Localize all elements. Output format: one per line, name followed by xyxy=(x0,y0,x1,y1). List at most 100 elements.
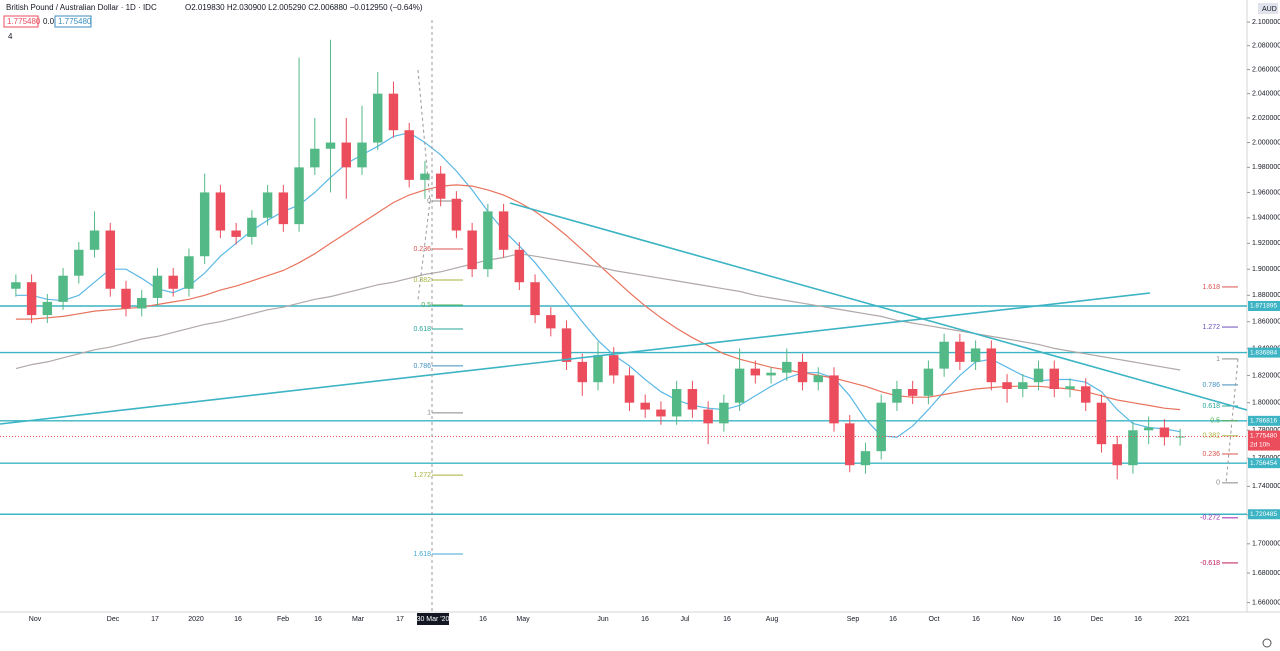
x-tick-label: 16 xyxy=(641,616,649,623)
price-line-label: 1.786816 xyxy=(1250,418,1277,425)
candle-body xyxy=(341,142,351,168)
candle-body xyxy=(325,142,336,149)
candle-body xyxy=(262,192,273,218)
x-tick-label: 16 xyxy=(889,616,897,623)
y-tick-label: 1.940000 xyxy=(1252,215,1280,222)
indicator-value: 0.0 xyxy=(43,17,55,26)
candle-body xyxy=(1018,382,1028,390)
price-line-box xyxy=(1248,300,1280,311)
fib-label: 0.382 xyxy=(1202,433,1220,440)
candle-body xyxy=(687,389,698,410)
y-tick-label: 2.040000 xyxy=(1252,90,1280,97)
candle-body xyxy=(1033,368,1044,383)
y-tick-label: 1.740000 xyxy=(1252,483,1280,490)
fib-label: 0.786 xyxy=(1202,382,1220,389)
x-tick-label: 17 xyxy=(396,616,404,623)
indicator-box xyxy=(3,15,39,28)
settings-icon[interactable] xyxy=(1262,638,1272,648)
fib-label: 1.618 xyxy=(1202,284,1220,291)
fib-label: -0.272 xyxy=(1200,515,1220,522)
candle-body xyxy=(184,256,194,289)
fib-trend xyxy=(417,69,431,202)
x-tick-label: 16 xyxy=(314,616,322,623)
indicator-value: 1.775480 xyxy=(58,17,92,26)
candle-body xyxy=(373,93,383,143)
candle-body xyxy=(546,315,556,329)
ohlc-header: O2.019830 H2.030900 L2.005290 C2.006880 … xyxy=(185,3,423,12)
countdown-label: 2d 10h xyxy=(1250,441,1270,448)
last-price-box xyxy=(1248,430,1280,451)
candle-body xyxy=(137,297,147,309)
candle-body xyxy=(1002,382,1012,390)
candle-body xyxy=(797,361,808,383)
price-line-label: 1.756454 xyxy=(1250,460,1277,467)
candle-body xyxy=(58,275,68,302)
candle-body xyxy=(357,142,367,168)
y-tick-label: 1.880000 xyxy=(1252,292,1280,299)
moving-average xyxy=(15,132,1181,438)
candle-body xyxy=(530,282,540,316)
indicator-box xyxy=(54,15,92,28)
candle-body xyxy=(561,328,572,362)
x-tick-label: Jul xyxy=(681,616,690,623)
fib-label: 1.272 xyxy=(1202,324,1220,331)
candle-body xyxy=(734,368,745,403)
candle-body xyxy=(121,288,131,309)
x-tick-label: 2021 xyxy=(1174,616,1190,623)
fib-label: 0.618 xyxy=(1202,403,1220,410)
price-line-label: 1.836884 xyxy=(1250,349,1277,356)
currency-box xyxy=(1258,3,1278,14)
fib-label: 1.272 xyxy=(413,472,431,479)
candle-body xyxy=(388,93,399,131)
x-tick-label: 16 xyxy=(1134,616,1142,623)
candle-body xyxy=(404,130,414,180)
crosshair-label: 30 Mar '20 xyxy=(417,616,450,623)
y-tick-label: 1.800000 xyxy=(1252,400,1280,407)
candle-body xyxy=(813,375,823,383)
y-tick-label: 2.060000 xyxy=(1252,66,1280,73)
candle-body xyxy=(1128,430,1138,466)
price-line-box xyxy=(1248,458,1280,469)
x-tick-label: Nov xyxy=(29,616,42,623)
moving-average xyxy=(15,253,1181,371)
candle-body xyxy=(514,249,525,283)
candle-body xyxy=(703,409,713,424)
collapse-count[interactable]: 4 xyxy=(8,32,13,41)
candle-body xyxy=(970,348,981,362)
candle-body xyxy=(719,402,729,424)
price-line-box xyxy=(1248,347,1280,358)
candle-body xyxy=(907,389,918,396)
y-tick-label: 2.100000 xyxy=(1252,19,1280,26)
candle-body xyxy=(766,372,776,376)
candle-body xyxy=(923,368,934,396)
fib-label: 0.382 xyxy=(413,277,431,284)
price-line-box xyxy=(1248,415,1280,426)
x-tick-label: Dec xyxy=(107,616,120,623)
y-tick-label: 2.020000 xyxy=(1252,115,1280,122)
fib-label: 0.5 xyxy=(1210,418,1220,425)
candle-body xyxy=(593,355,603,383)
x-tick-label: 2020 xyxy=(188,616,204,623)
candle-body xyxy=(231,230,241,237)
price-line-label: 1.720485 xyxy=(1250,511,1277,518)
y-tick-label: 1.660000 xyxy=(1252,599,1280,606)
candle-body xyxy=(420,173,430,180)
x-tick-label: May xyxy=(516,616,530,623)
candle-body xyxy=(199,192,210,257)
fib-label: 0 xyxy=(427,198,431,205)
candle-body xyxy=(467,230,477,270)
y-tick-label: 1.960000 xyxy=(1252,189,1280,196)
candle-body xyxy=(845,423,855,466)
fib-trend xyxy=(1225,358,1239,484)
trend-line xyxy=(509,202,1248,411)
price-line-label: 1.871895 xyxy=(1250,303,1277,310)
candle-body xyxy=(483,211,493,270)
candle-body xyxy=(1175,436,1185,438)
fib-label: 0.236 xyxy=(413,246,431,253)
crosshair-box xyxy=(417,613,449,625)
fib-trend xyxy=(417,200,431,301)
candle-body xyxy=(168,275,178,289)
candle-body xyxy=(215,192,226,231)
